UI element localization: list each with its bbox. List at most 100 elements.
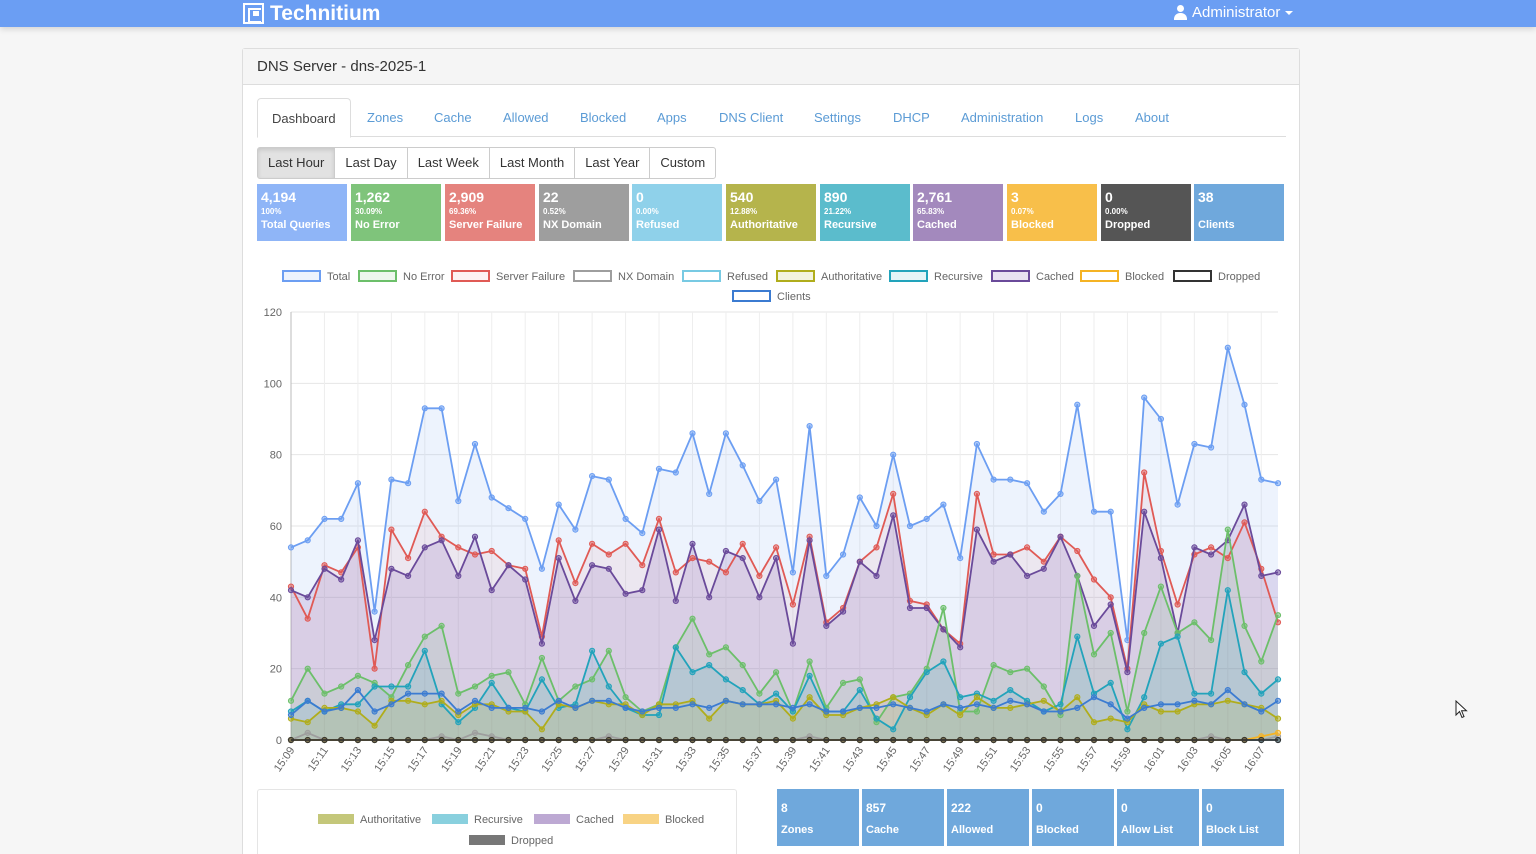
data-point[interactable] xyxy=(304,594,311,601)
tab-settings[interactable]: Settings xyxy=(814,110,861,125)
data-point[interactable] xyxy=(405,736,412,744)
data-point[interactable] xyxy=(739,540,746,547)
data-point[interactable] xyxy=(756,497,763,505)
data-point[interactable] xyxy=(304,537,311,544)
data-point[interactable] xyxy=(806,658,813,665)
tab-dhcp[interactable]: DHCP xyxy=(893,110,930,125)
data-point[interactable] xyxy=(338,515,345,522)
data-point[interactable] xyxy=(471,551,479,558)
data-point[interactable] xyxy=(1090,576,1098,583)
data-point[interactable] xyxy=(1208,444,1215,451)
data-point[interactable] xyxy=(1258,658,1265,665)
data-point[interactable] xyxy=(371,736,378,744)
data-point[interactable] xyxy=(304,736,311,744)
data-point[interactable] xyxy=(789,715,797,722)
data-point[interactable] xyxy=(655,465,663,472)
data-point[interactable] xyxy=(455,544,462,551)
data-point[interactable] xyxy=(572,597,579,605)
data-point[interactable] xyxy=(1107,715,1114,722)
data-point[interactable] xyxy=(455,572,462,580)
data-point[interactable] xyxy=(1224,687,1231,694)
data-point[interactable] xyxy=(405,480,412,487)
data-point[interactable] xyxy=(789,736,797,744)
data-point[interactable] xyxy=(488,679,495,687)
data-point[interactable] xyxy=(538,640,545,647)
tab-about[interactable]: About xyxy=(1135,110,1169,125)
data-point[interactable] xyxy=(940,736,947,744)
data-point[interactable] xyxy=(756,690,763,697)
data-point[interactable] xyxy=(438,690,445,697)
data-point[interactable] xyxy=(1241,401,1248,408)
tab-apps[interactable]: Apps xyxy=(657,110,687,125)
data-point[interactable] xyxy=(338,736,345,744)
data-point[interactable] xyxy=(405,662,412,669)
data-point[interactable] xyxy=(1024,665,1031,672)
data-point[interactable] xyxy=(1174,736,1181,744)
data-point[interactable] xyxy=(706,651,713,658)
data-point[interactable] xyxy=(1074,633,1081,640)
data-point[interactable] xyxy=(1007,704,1014,712)
data-point[interactable] xyxy=(1124,736,1131,744)
period-last-week[interactable]: Last Week xyxy=(406,147,490,179)
data-point[interactable] xyxy=(773,555,780,562)
data-point[interactable] xyxy=(1224,526,1231,533)
data-point[interactable] xyxy=(940,658,947,665)
data-point[interactable] xyxy=(1174,633,1181,640)
data-point[interactable] xyxy=(338,576,345,583)
doughnut-legend-blocked[interactable]: Blocked xyxy=(623,814,704,826)
data-point[interactable] xyxy=(304,697,311,704)
data-point[interactable] xyxy=(421,736,428,744)
data-point[interactable] xyxy=(990,704,997,712)
data-point[interactable] xyxy=(438,736,445,744)
data-point[interactable] xyxy=(689,615,696,622)
data-point[interactable] xyxy=(421,701,428,708)
data-point[interactable] xyxy=(1191,440,1198,448)
data-point[interactable] xyxy=(1274,729,1282,737)
data-point[interactable] xyxy=(405,555,412,562)
data-point[interactable] xyxy=(1191,690,1198,697)
data-point[interactable] xyxy=(957,736,964,744)
data-point[interactable] xyxy=(973,526,981,533)
data-point[interactable] xyxy=(1241,669,1248,676)
data-point[interactable] xyxy=(589,540,596,547)
data-point[interactable] xyxy=(1141,508,1148,515)
data-point[interactable] xyxy=(1191,544,1198,551)
data-point[interactable] xyxy=(890,736,897,744)
data-point[interactable] xyxy=(1040,565,1047,572)
data-point[interactable] xyxy=(739,662,746,669)
data-point[interactable] xyxy=(1007,476,1014,483)
data-point[interactable] xyxy=(873,715,880,722)
data-point[interactable] xyxy=(1074,547,1081,555)
data-point[interactable] xyxy=(756,701,763,708)
data-point[interactable] xyxy=(354,537,362,544)
data-point[interactable] xyxy=(655,711,663,719)
legend-item-cached[interactable]: Cached xyxy=(991,270,1074,283)
data-point[interactable] xyxy=(505,505,512,512)
data-point[interactable] xyxy=(421,690,428,697)
data-point[interactable] xyxy=(923,708,930,715)
data-point[interactable] xyxy=(1107,679,1114,687)
data-point[interactable] xyxy=(538,736,545,744)
data-point[interactable] xyxy=(1074,704,1081,712)
data-point[interactable] xyxy=(672,644,679,651)
data-point[interactable] xyxy=(739,736,746,744)
data-point[interactable] xyxy=(1208,736,1215,744)
data-point[interactable] xyxy=(940,701,947,708)
data-point[interactable] xyxy=(722,736,729,744)
data-point[interactable] xyxy=(957,711,964,719)
data-point[interactable] xyxy=(1208,701,1215,708)
data-point[interactable] xyxy=(840,551,847,558)
data-point[interactable] xyxy=(823,622,830,630)
data-point[interactable] xyxy=(1040,697,1047,704)
data-point[interactable] xyxy=(706,558,713,565)
data-point[interactable] xyxy=(572,683,579,690)
data-point[interactable] xyxy=(388,526,395,533)
data-point[interactable] xyxy=(1007,669,1014,676)
data-point[interactable] xyxy=(706,736,713,744)
data-point[interactable] xyxy=(973,708,981,715)
data-point[interactable] xyxy=(890,726,897,733)
tab-zones[interactable]: Zones xyxy=(367,110,404,125)
data-point[interactable] xyxy=(856,704,863,712)
data-point[interactable] xyxy=(538,726,545,733)
data-point[interactable] xyxy=(672,469,679,476)
